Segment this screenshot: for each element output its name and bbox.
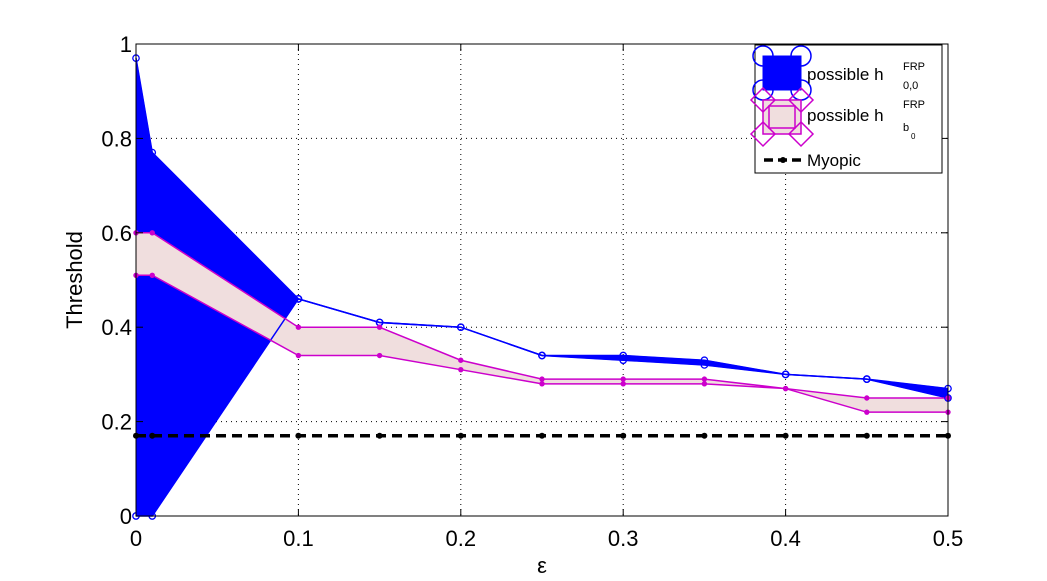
point-hb0-lower bbox=[376, 352, 383, 359]
point-h00-lower bbox=[538, 351, 546, 360]
grid-lines bbox=[136, 44, 948, 516]
point-myopic bbox=[376, 432, 383, 439]
point-h00-upper bbox=[700, 356, 709, 365]
legend-subsub-hb0: 0 bbox=[911, 132, 916, 141]
point-h00-lower bbox=[294, 295, 303, 303]
legend-marker-diamond bbox=[749, 86, 777, 114]
point-hb0-lower bbox=[458, 366, 464, 373]
point-h00-upper bbox=[619, 351, 628, 360]
legend-label-h00: possible h bbox=[807, 65, 884, 84]
legend-entry-hb0: possible h FRP b 0 bbox=[749, 86, 925, 148]
legend-entry-myopic: Myopic bbox=[764, 151, 861, 170]
legend-marker-circle bbox=[752, 45, 774, 67]
point-h00-lower bbox=[781, 370, 790, 379]
x-axis-label: ε bbox=[537, 553, 547, 578]
svg-text:possible h: possible h bbox=[807, 65, 884, 84]
point-hb0-lower bbox=[864, 409, 870, 415]
point-hb0-upper bbox=[539, 376, 545, 382]
point-hb0-lower bbox=[782, 385, 789, 392]
legend-marker-diamond bbox=[787, 86, 815, 114]
legend: possible h FRP 0,0 possible h FRP b 0 My… bbox=[749, 44, 943, 174]
point-hb0-upper bbox=[620, 376, 626, 382]
x-tick-label: 0.2 bbox=[446, 526, 477, 551]
point-hb0-lower bbox=[620, 381, 626, 387]
legend-sup-hb0: FRP bbox=[903, 99, 925, 111]
point-myopic bbox=[149, 432, 156, 439]
legend-swatch-h00 bbox=[762, 55, 802, 91]
point-myopic bbox=[620, 432, 627, 439]
series-markers bbox=[132, 54, 952, 520]
legend-sub-h00: 0,0 bbox=[903, 80, 918, 92]
y-tick-label: 1 bbox=[120, 32, 132, 57]
point-hb0-lower bbox=[539, 381, 545, 387]
x-tick-label: 0.1 bbox=[283, 526, 314, 551]
legend-marker-dot bbox=[780, 157, 786, 163]
legend-marker-diamond bbox=[749, 120, 777, 148]
axes-frame bbox=[135, 43, 949, 517]
y-tick-label: 0.8 bbox=[101, 126, 132, 151]
svg-text:possible h: possible h bbox=[807, 106, 884, 125]
y-tick-label: 0.2 bbox=[101, 410, 132, 435]
point-h00-lower bbox=[700, 361, 709, 369]
point-myopic bbox=[295, 432, 302, 439]
legend-marker-diamond bbox=[787, 120, 815, 148]
legend-label-myopic: Myopic bbox=[807, 151, 861, 170]
point-hb0-upper bbox=[376, 324, 383, 330]
legend-marker-square bbox=[768, 105, 796, 129]
point-hb0-lower bbox=[149, 272, 155, 278]
point-myopic bbox=[782, 432, 789, 439]
point-myopic bbox=[457, 432, 464, 439]
point-hb0-upper bbox=[701, 376, 708, 382]
x-tick-label: 0.5 bbox=[933, 526, 964, 551]
point-hb0-upper bbox=[149, 230, 155, 236]
x-tick-label: 0 bbox=[130, 526, 142, 551]
point-hb0-upper bbox=[295, 324, 302, 330]
y-tick-label: 0.4 bbox=[101, 315, 132, 340]
legend-marker-circle bbox=[790, 45, 812, 67]
x-tick-label: 0.3 bbox=[608, 526, 639, 551]
y-tick-label: 0 bbox=[120, 504, 132, 529]
point-hb0-upper bbox=[864, 395, 870, 401]
legend-entry-h00: possible h FRP 0,0 bbox=[752, 45, 925, 101]
point-h00-lower bbox=[619, 356, 628, 365]
legend-sup-h00: FRP bbox=[903, 61, 925, 73]
legend-label-hb0: possible h bbox=[807, 106, 884, 125]
point-myopic bbox=[863, 432, 870, 439]
point-hb0-upper bbox=[458, 357, 464, 363]
point-h00-lower bbox=[456, 323, 465, 332]
line-h00-lower bbox=[136, 298, 949, 517]
point-myopic bbox=[701, 432, 708, 439]
x-tick-label: 0.4 bbox=[770, 526, 801, 551]
y-tick-label: 0.6 bbox=[101, 221, 132, 246]
axis-ticks: 0 0.1 0.2 0.3 0.4 0.5 0 0.2 0.4 0.6 0.8 1 bbox=[101, 32, 963, 551]
legend-sub-hb0: b bbox=[903, 122, 909, 134]
point-myopic bbox=[539, 432, 545, 439]
point-hb0-lower bbox=[701, 381, 708, 387]
point-hb0-lower bbox=[295, 352, 302, 359]
point-h00-lower bbox=[862, 375, 871, 383]
point-h00-upper bbox=[148, 148, 157, 157]
y-axis-label: Threshold bbox=[62, 231, 87, 329]
